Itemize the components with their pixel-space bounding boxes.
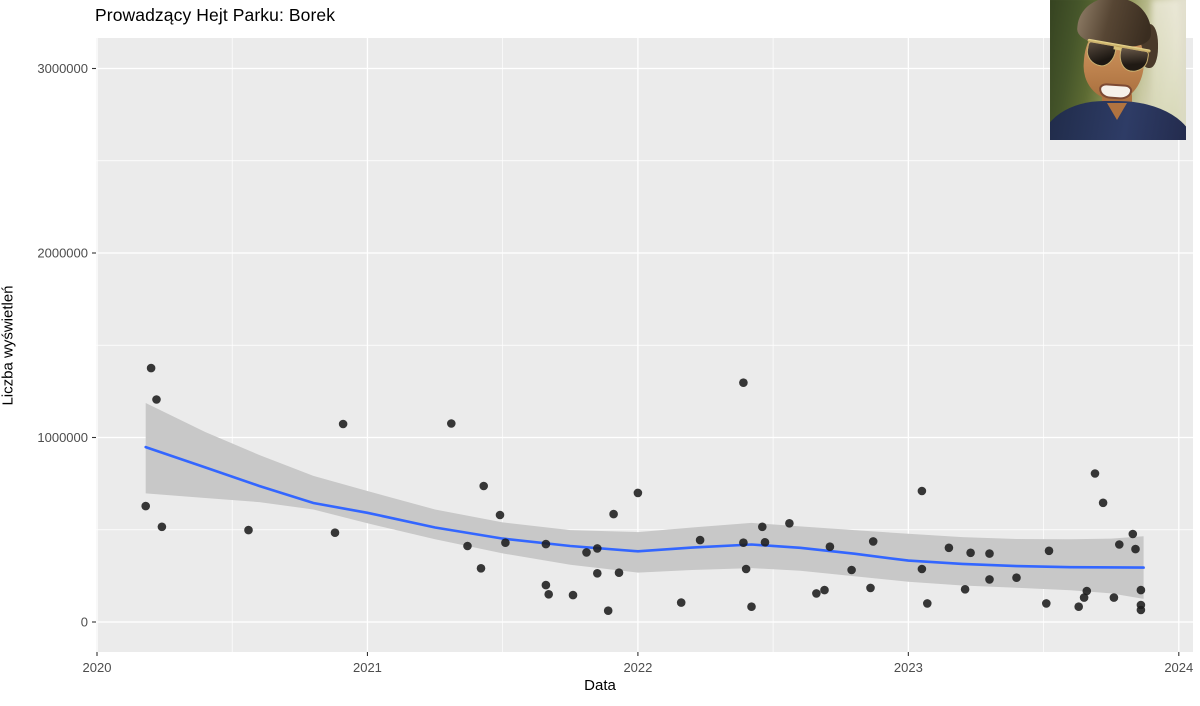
scatter-point	[1098, 498, 1108, 508]
scatter-point	[760, 538, 770, 547]
scatter-point	[593, 544, 602, 553]
x-tick-label: 2020	[83, 660, 112, 675]
scatter-point	[812, 589, 821, 598]
scatter-point	[1131, 544, 1140, 554]
scatter-point	[820, 585, 829, 595]
scatter-point	[152, 395, 161, 404]
scatter-point	[1042, 599, 1051, 608]
scatter-point	[1115, 540, 1124, 549]
scatter-point	[1136, 605, 1146, 615]
scatter-point	[868, 537, 878, 546]
sunglasses-right-lens	[1116, 46, 1150, 75]
scatter-point	[146, 363, 156, 373]
scatter-point	[747, 602, 756, 611]
scatter-point	[609, 509, 618, 519]
scatter-point	[463, 541, 472, 551]
scatter-point	[944, 543, 954, 553]
x-tick-label: 2024	[1164, 660, 1193, 675]
scatter-point	[966, 548, 975, 558]
scatter-point	[244, 525, 253, 535]
scatter-point	[338, 419, 348, 429]
scatter-point	[495, 510, 505, 520]
sunglasses-left-lens	[1084, 40, 1118, 69]
scatter-point	[1082, 586, 1092, 596]
scatter-point	[1044, 546, 1054, 556]
scatter-point	[141, 501, 150, 511]
scatter-point	[866, 583, 875, 593]
scatter-point	[739, 378, 748, 388]
y-tick-label: 0	[81, 615, 88, 630]
scatter-point	[447, 419, 456, 428]
scatter-point	[476, 564, 486, 573]
scatter-point	[544, 590, 553, 599]
scatter-point	[603, 606, 613, 615]
scatter-point	[1136, 585, 1146, 595]
scatter-point	[923, 599, 932, 608]
scatter-point	[633, 488, 643, 498]
scatter-point	[330, 528, 340, 537]
confidence-ribbon	[145, 403, 1144, 599]
scatter-point	[985, 549, 994, 558]
host-photo	[1050, 0, 1186, 140]
scatter-point	[758, 522, 767, 532]
scatter-point	[847, 565, 856, 575]
scatter-point	[695, 535, 705, 545]
smooth-trend-line	[144, 445, 1145, 569]
scatter-point	[985, 575, 994, 584]
scatter-point	[825, 542, 835, 551]
scatter-point	[785, 519, 794, 528]
y-tick-label: 3000000	[37, 61, 88, 76]
scatter-point	[1074, 602, 1083, 611]
scatter-point	[593, 569, 602, 578]
scatter-point	[1109, 593, 1119, 602]
y-axis-title: Liczba wyświetleń	[0, 285, 17, 406]
x-tick-label: 2022	[623, 660, 652, 675]
scatter-point	[739, 538, 748, 547]
scatter-point	[582, 548, 591, 557]
scatter-point	[917, 564, 927, 574]
x-tick-label: 2023	[894, 660, 923, 675]
scatter-point	[157, 522, 167, 532]
scatter-point	[1090, 469, 1100, 478]
scatter-point	[479, 481, 489, 491]
scatter-point	[1012, 573, 1021, 582]
x-axis-title: Data	[584, 677, 616, 694]
scatter-point	[501, 538, 510, 547]
scatter-point	[676, 598, 686, 607]
y-tick-label: 2000000	[37, 246, 88, 261]
x-tick-label: 2021	[353, 660, 382, 675]
scatter-point	[568, 590, 578, 600]
scatter-point	[614, 568, 624, 577]
scatter-point	[541, 580, 551, 590]
scatter-point	[917, 486, 927, 496]
scatter-point	[1079, 593, 1089, 602]
scatter-point	[741, 564, 751, 574]
chart-title: Prowadzący Hejt Parku: Borek	[95, 5, 336, 25]
scatter-point	[960, 585, 970, 594]
y-tick-label: 1000000	[37, 430, 88, 445]
scatter-point	[541, 539, 551, 549]
scatter-point	[1128, 529, 1138, 539]
